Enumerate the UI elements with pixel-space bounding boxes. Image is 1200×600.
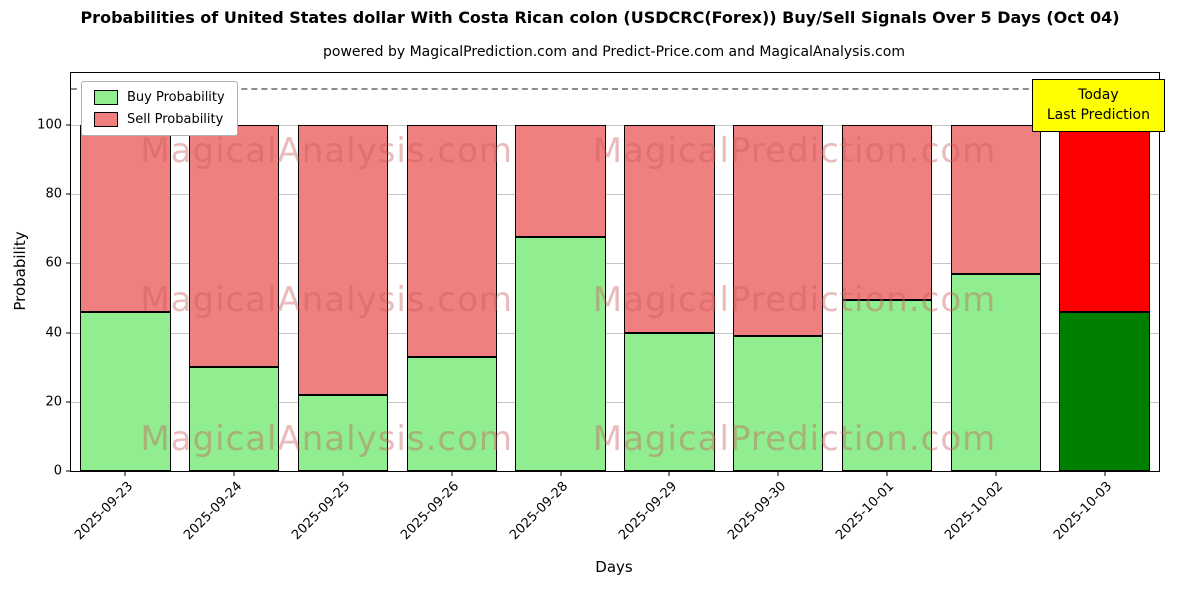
stacked-bar bbox=[733, 124, 824, 471]
x-axis-label: Days bbox=[595, 558, 633, 576]
x-tick-mark bbox=[124, 471, 126, 476]
sell-segment bbox=[841, 124, 933, 300]
watermark-text: MagicalPrediction.com bbox=[592, 130, 997, 171]
x-tick-label: 2025-09-30 bbox=[724, 479, 789, 544]
sell-segment bbox=[733, 124, 824, 337]
y-tick-mark bbox=[66, 193, 71, 195]
gridline bbox=[71, 332, 1159, 334]
x-tick-label: 2025-09-28 bbox=[507, 479, 572, 544]
plot-area: Buy Probability Sell Probability Today L… bbox=[37, 72, 1165, 543]
stacked-bar bbox=[841, 124, 933, 471]
y-tick-mark bbox=[66, 124, 71, 126]
legend-swatch-buy bbox=[94, 90, 118, 105]
legend-item-sell: Sell Probability bbox=[94, 112, 225, 127]
legend-swatch-sell bbox=[94, 112, 118, 127]
watermark-text: MagicalPrediction.com bbox=[592, 279, 997, 320]
x-tick-mark bbox=[1104, 471, 1106, 476]
buy-segment bbox=[733, 336, 824, 471]
sell-segment bbox=[406, 124, 497, 357]
y-tick-label: 20 bbox=[45, 394, 62, 410]
x-tick-label: 2025-09-24 bbox=[180, 479, 245, 544]
y-axis-label: Probability bbox=[11, 231, 29, 311]
chart-title: Probabilities of United States dollar Wi… bbox=[80, 8, 1120, 27]
buy-segment bbox=[841, 299, 933, 471]
y-tick-label: 80 bbox=[45, 186, 62, 202]
x-tick-mark bbox=[342, 471, 344, 476]
buy-segment bbox=[189, 367, 280, 471]
x-tick-label: 2025-10-01 bbox=[833, 479, 898, 544]
y-tick-label: 40 bbox=[45, 325, 62, 341]
legend-label-sell: Sell Probability bbox=[127, 112, 224, 127]
stacked-bar bbox=[1059, 124, 1150, 471]
buy-segment bbox=[950, 273, 1041, 471]
x-tick-label: 2025-09-23 bbox=[71, 479, 137, 544]
y-tick-mark bbox=[66, 401, 71, 403]
annotation-today: Today Last Prediction bbox=[1031, 79, 1165, 132]
buy-segment bbox=[80, 311, 171, 471]
stacked-bar bbox=[950, 124, 1041, 471]
chart-subtitle: powered by MagicalPrediction.com and Pre… bbox=[323, 44, 905, 60]
y-tick-label: 60 bbox=[45, 255, 62, 271]
stacked-bar bbox=[515, 124, 606, 471]
x-tick-label: 2025-10-03 bbox=[1051, 479, 1116, 544]
legend: Buy Probability Sell Probability bbox=[81, 81, 238, 136]
watermark-text: MagicalAnalysis.com bbox=[140, 279, 514, 320]
annotation-line-2: Last Prediction bbox=[1046, 107, 1150, 124]
x-tick-mark bbox=[668, 471, 670, 476]
y-tick-mark bbox=[66, 332, 71, 334]
x-tick-mark bbox=[560, 471, 562, 476]
buy-segment bbox=[406, 356, 497, 471]
x-tick-mark bbox=[777, 471, 779, 476]
gridline bbox=[71, 194, 1159, 196]
watermark-text: MagicalAnalysis.com bbox=[140, 419, 514, 460]
buy-segment bbox=[515, 237, 606, 471]
annotation-line-1: Today bbox=[1078, 87, 1119, 103]
y-tick-mark bbox=[66, 262, 71, 264]
y-tick-label: 0 bbox=[53, 463, 62, 479]
x-tick-mark bbox=[995, 471, 997, 476]
gridline bbox=[71, 401, 1159, 403]
x-tick-mark bbox=[886, 471, 888, 476]
x-tick-label: 2025-10-02 bbox=[942, 479, 1007, 544]
x-tick-label: 2025-09-26 bbox=[398, 479, 463, 544]
threshold-dashed-line bbox=[71, 88, 1159, 91]
watermark-text: MagicalAnalysis.com bbox=[140, 130, 514, 171]
x-tick-label: 2025-09-25 bbox=[289, 479, 354, 544]
stacked-bar bbox=[297, 124, 389, 471]
buy-segment bbox=[1059, 311, 1150, 471]
legend-label-buy: Buy Probability bbox=[127, 90, 225, 105]
sell-segment bbox=[624, 124, 715, 333]
gridline bbox=[71, 263, 1159, 265]
legend-item-buy: Buy Probability bbox=[94, 90, 225, 105]
y-tick-label: 100 bbox=[37, 117, 62, 133]
y-tick-mark bbox=[66, 470, 71, 472]
x-tick-mark bbox=[451, 471, 453, 476]
stacked-bar bbox=[624, 124, 715, 471]
stacked-bar bbox=[406, 124, 497, 471]
x-tick-mark bbox=[233, 471, 235, 476]
watermark-text: MagicalPrediction.com bbox=[592, 419, 997, 460]
sell-segment bbox=[515, 124, 606, 238]
buy-segment bbox=[297, 394, 389, 471]
sell-segment bbox=[297, 124, 389, 395]
x-tick-label: 2025-09-29 bbox=[615, 479, 681, 544]
sell-segment bbox=[1059, 124, 1150, 312]
gridline bbox=[71, 124, 1159, 126]
buy-segment bbox=[624, 332, 715, 471]
sell-segment bbox=[950, 124, 1041, 274]
